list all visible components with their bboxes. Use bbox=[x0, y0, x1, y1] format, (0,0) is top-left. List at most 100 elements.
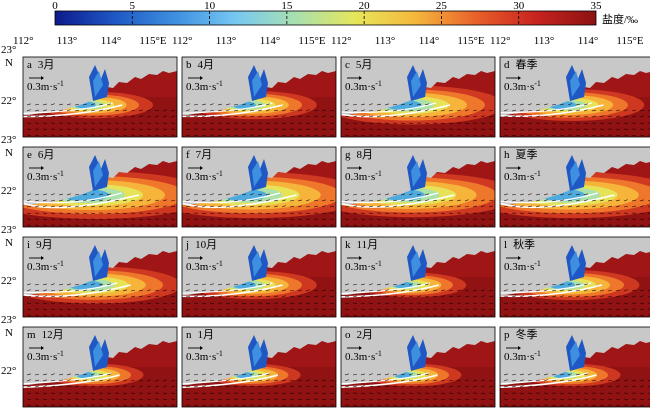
panel-title: 6月 bbox=[38, 149, 55, 161]
current-arrow bbox=[106, 308, 112, 310]
current-arrow bbox=[50, 283, 55, 286]
current-arrow bbox=[368, 392, 374, 394]
current-arrow bbox=[106, 302, 111, 304]
current-arrow bbox=[623, 218, 629, 220]
current-arrow bbox=[631, 379, 636, 382]
current-arrow bbox=[575, 109, 580, 112]
current-arrow bbox=[122, 115, 127, 118]
current-arrow bbox=[527, 392, 533, 394]
current-arrow bbox=[217, 404, 222, 406]
current-arrow bbox=[631, 115, 636, 118]
current-arrow bbox=[162, 295, 167, 298]
current-arrow bbox=[559, 289, 564, 292]
current-arrow bbox=[305, 122, 310, 124]
current-arrow bbox=[281, 122, 286, 125]
current-arrow bbox=[122, 385, 127, 388]
current-arrow bbox=[217, 289, 222, 292]
current-arrow bbox=[146, 205, 151, 208]
current-arrow bbox=[456, 308, 461, 311]
current-arrow bbox=[42, 205, 47, 208]
current-arrow bbox=[400, 103, 405, 106]
current-arrow bbox=[352, 379, 357, 382]
current-arrow bbox=[257, 115, 262, 118]
current-vectors bbox=[26, 373, 176, 407]
current-arrow bbox=[249, 109, 254, 112]
current-arrow bbox=[281, 134, 287, 136]
current-arrow bbox=[567, 302, 573, 304]
current-arrow bbox=[138, 128, 143, 131]
current-arrow bbox=[257, 385, 262, 388]
current-arrow bbox=[58, 115, 63, 118]
current-arrow bbox=[360, 218, 365, 220]
current-arrow bbox=[321, 379, 326, 382]
current-arrow bbox=[98, 373, 103, 376]
current-arrow bbox=[241, 385, 246, 388]
current-arrow bbox=[233, 379, 238, 382]
current-arrow bbox=[114, 295, 119, 298]
panel-letter: p bbox=[504, 329, 510, 341]
current-arrow bbox=[416, 218, 421, 221]
current-arrow bbox=[583, 212, 588, 214]
current-arrow bbox=[42, 308, 47, 310]
current-arrow bbox=[193, 193, 198, 196]
current-arrow bbox=[146, 128, 152, 130]
current-arrow bbox=[503, 109, 508, 112]
current-arrow bbox=[162, 302, 167, 305]
current-arrow bbox=[623, 379, 628, 382]
current-arrow bbox=[472, 134, 477, 137]
current-arrow bbox=[122, 109, 127, 112]
current-vectors bbox=[503, 103, 650, 137]
current-arrow bbox=[201, 115, 206, 118]
current-arrow bbox=[273, 199, 278, 202]
panel-letter: o bbox=[345, 329, 351, 341]
current-arrow bbox=[82, 109, 87, 112]
current-arrow bbox=[615, 295, 620, 298]
current-arrow bbox=[424, 122, 429, 124]
current-arrow bbox=[225, 128, 231, 130]
current-arrow bbox=[511, 404, 516, 407]
current-arrow bbox=[74, 103, 79, 106]
current-arrow bbox=[162, 212, 167, 215]
current-arrow bbox=[376, 193, 381, 196]
current-arrow bbox=[519, 193, 524, 196]
map-panel-l: l 秋季0.3m·s-1 bbox=[499, 236, 650, 318]
current-arrow bbox=[583, 295, 588, 298]
current-arrow bbox=[583, 385, 588, 388]
current-arrow bbox=[583, 205, 588, 208]
current-arrow bbox=[416, 308, 421, 311]
current-arrow bbox=[376, 128, 381, 131]
current-arrow bbox=[209, 122, 215, 124]
current-arrow bbox=[26, 103, 31, 106]
current-arrow bbox=[122, 404, 128, 406]
current-arrow bbox=[249, 212, 255, 214]
scale-arrow-label: 0.3m·s-1 bbox=[345, 169, 382, 183]
current-arrow bbox=[432, 385, 437, 388]
current-arrow bbox=[615, 308, 620, 311]
current-arrow bbox=[527, 373, 532, 376]
current-arrow bbox=[241, 295, 246, 298]
current-arrow bbox=[58, 379, 63, 382]
current-arrow bbox=[376, 115, 381, 118]
current-arrow bbox=[535, 128, 540, 131]
current-arrow bbox=[575, 398, 580, 401]
current-arrow bbox=[82, 218, 87, 220]
current-arrow bbox=[241, 314, 247, 316]
current-arrow bbox=[392, 379, 397, 382]
current-arrow bbox=[408, 212, 414, 214]
current-arrow bbox=[432, 115, 437, 118]
isohaline-line bbox=[23, 104, 123, 118]
current-arrow bbox=[122, 379, 127, 382]
current-arrow bbox=[543, 212, 548, 214]
current-arrow bbox=[440, 398, 445, 400]
current-arrow bbox=[352, 295, 357, 298]
current-arrow bbox=[281, 392, 286, 395]
current-arrow bbox=[408, 379, 413, 382]
current-arrow bbox=[543, 205, 548, 208]
current-arrow bbox=[90, 193, 95, 196]
current-arrow bbox=[185, 398, 191, 400]
current-arrow bbox=[559, 398, 564, 400]
current-arrow bbox=[297, 109, 302, 112]
current-arrow bbox=[130, 392, 136, 394]
current-arrow bbox=[416, 398, 421, 401]
current-arrow bbox=[535, 134, 540, 136]
